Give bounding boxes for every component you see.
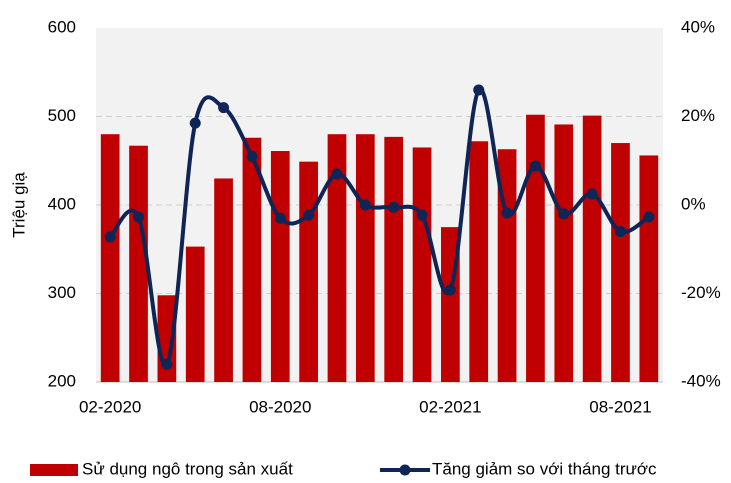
y-tick-label: 300 — [48, 283, 76, 302]
line-point — [558, 208, 570, 220]
bar — [469, 141, 489, 382]
y2-tick-label: -20% — [681, 283, 721, 302]
x-tick-label: 02-2021 — [419, 397, 481, 416]
line-point — [359, 199, 371, 211]
line-point — [331, 168, 343, 180]
line-point — [161, 358, 173, 370]
legend-swatch — [399, 464, 411, 476]
y-tick-label: 500 — [48, 106, 76, 125]
x-tick-label: 08-2021 — [589, 397, 651, 416]
line-point — [473, 84, 485, 96]
line-point — [274, 212, 286, 224]
line-point — [614, 226, 626, 238]
y2-tick-label: 40% — [681, 17, 715, 36]
bar — [299, 161, 318, 382]
y-tick-label: 200 — [48, 371, 76, 390]
bar — [384, 136, 404, 382]
line-point — [303, 209, 315, 221]
bar — [526, 114, 545, 382]
y-axis-label: Triệu giạ — [9, 172, 28, 238]
x-tick-label: 02-2020 — [79, 397, 141, 416]
bar — [355, 134, 375, 382]
line-point — [388, 201, 400, 213]
line-point — [104, 231, 116, 243]
line-point — [416, 209, 428, 221]
bar — [582, 115, 602, 383]
legend-label: Sử dụng ngô trong sản xuất — [82, 459, 293, 478]
bar — [242, 137, 262, 382]
bar — [497, 149, 517, 382]
legend-swatch — [30, 464, 78, 476]
line-point — [501, 207, 513, 219]
y-tick-label: 600 — [48, 17, 76, 36]
line-point — [218, 102, 230, 114]
bar — [639, 155, 659, 382]
bar — [185, 246, 205, 382]
x-tick-label: 08-2020 — [249, 397, 311, 416]
bar — [327, 134, 347, 382]
line-point — [444, 284, 456, 296]
line-point — [529, 160, 541, 172]
line-point — [246, 150, 258, 162]
y2-tick-label: 0% — [681, 194, 706, 213]
bar — [214, 178, 233, 382]
bar — [412, 147, 432, 382]
line-point — [586, 188, 598, 200]
y2-tick-label: -40% — [681, 371, 721, 390]
bar — [270, 151, 290, 382]
line — [108, 87, 650, 368]
bar — [611, 143, 630, 382]
bar — [554, 124, 574, 382]
legend-label: Tăng giảm so với tháng trước — [432, 459, 657, 478]
bar — [100, 134, 120, 382]
y-tick-label: 400 — [48, 194, 76, 213]
line-point — [133, 211, 145, 223]
line-point — [189, 117, 201, 129]
bar — [129, 145, 148, 382]
line-point — [643, 211, 655, 223]
y2-tick-label: 20% — [681, 106, 715, 125]
